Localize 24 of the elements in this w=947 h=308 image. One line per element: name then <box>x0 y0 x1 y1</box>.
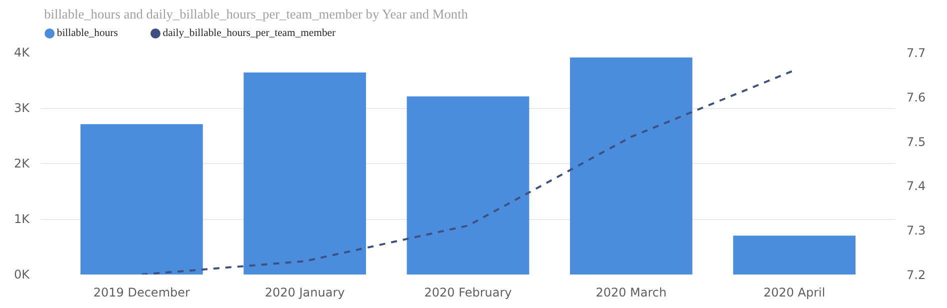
y-tick-label: 1K <box>14 212 31 226</box>
y-tick-label: 0K <box>14 268 31 282</box>
legend-label: daily_billable_hours_per_team_member <box>162 28 336 39</box>
x-tick-label: 2019 December <box>93 286 190 300</box>
legend-label: billable_hours <box>56 28 118 39</box>
y2-tick-label: 7.6 <box>906 90 926 104</box>
y2-tick-label: 7.5 <box>906 134 926 149</box>
y-tick-label: 2K <box>14 156 31 170</box>
x-tick-label: 2020 January <box>264 286 345 300</box>
y2-tick-label: 7.4 <box>906 179 926 194</box>
y2-tick-label: 7.3 <box>906 224 926 238</box>
chart-title: billable_hours and daily_billable_hours_per_team_member by Year and Month <box>44 6 468 22</box>
y2-tick-label: 7.7 <box>906 46 926 60</box>
y2-tick-label: 7.2 <box>906 268 926 282</box>
bar <box>406 96 530 274</box>
x-tick-label: 2020 April <box>763 286 826 300</box>
bar <box>733 236 856 274</box>
bar <box>570 57 692 274</box>
bar <box>244 72 366 274</box>
x-tick-label: 2020 March <box>596 286 667 300</box>
x-tick-label: 2020 February <box>424 286 512 300</box>
y-tick-label: 3K <box>14 101 31 115</box>
y-tick-label: 4K <box>14 46 31 60</box>
bar <box>80 124 203 274</box>
